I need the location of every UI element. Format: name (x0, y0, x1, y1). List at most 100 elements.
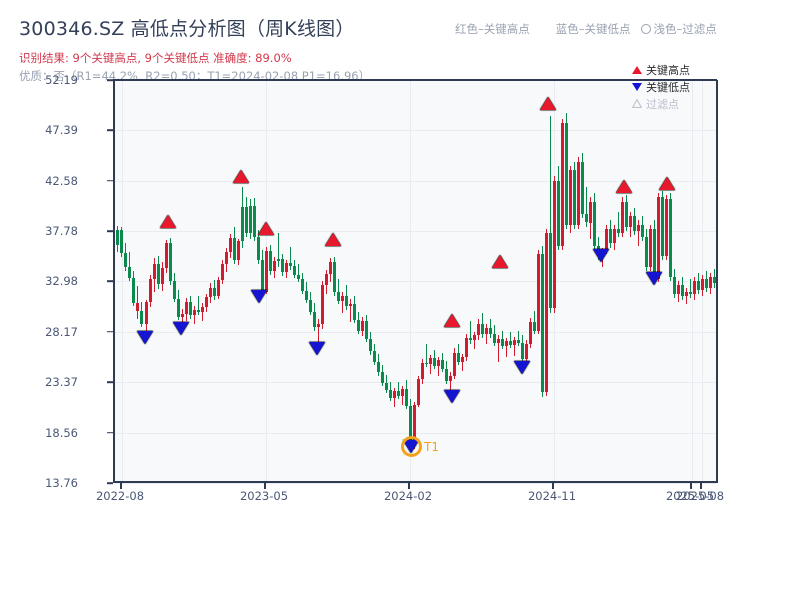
candle-body (368, 338, 373, 352)
candle-body (540, 253, 545, 393)
candle-wick (486, 324, 488, 345)
candle-body (288, 263, 293, 266)
candle-wick (586, 186, 588, 227)
candle-wick (318, 318, 320, 344)
candle-body (272, 261, 277, 271)
key-high-marker (616, 180, 632, 193)
key-low-marker (137, 331, 153, 344)
x-tick-mark (264, 483, 266, 489)
page-title: 300346.SZ 高低点分析图（周K线图） (19, 18, 355, 40)
recognition-summary: 识别结果: 9个关键高点, 9个关键低点 准确度: 89.0% (19, 51, 292, 65)
candle-body (696, 281, 701, 290)
candle-body (332, 262, 337, 292)
candle-body (324, 273, 329, 286)
candle-body (388, 390, 393, 398)
candle-body (644, 237, 649, 267)
candle-body (344, 295, 349, 307)
candle-wick (426, 344, 428, 368)
candle-body (468, 337, 473, 340)
candle-wick (498, 334, 500, 362)
candle-body (524, 344, 529, 359)
y-tick-label: 13.76 (45, 476, 78, 490)
key-high-marker (258, 222, 274, 235)
candle-body (296, 274, 301, 280)
candle-body (139, 310, 144, 325)
candle-body (184, 302, 189, 314)
candle-body (328, 262, 333, 274)
x-tick-label: 2024-02 (383, 489, 433, 503)
y-tick-label: 32.98 (45, 274, 78, 289)
x-tick-label: 2022-08 (95, 489, 145, 503)
candle-body (208, 287, 213, 297)
y-tick-label: 23.37 (45, 375, 78, 390)
gridline-horizontal (115, 130, 717, 132)
candle-body (440, 359, 445, 370)
y-tick-mark (107, 482, 113, 484)
candle-wick (470, 321, 472, 345)
triangle-up-icon (628, 65, 646, 74)
candle-body (204, 296, 209, 308)
candle-wick (182, 308, 184, 330)
candle-body (448, 375, 453, 381)
candle-body (460, 356, 465, 362)
x-tick-mark (408, 483, 410, 489)
candle-body (160, 267, 165, 285)
candle-body (652, 228, 657, 280)
candle-body (172, 281, 177, 300)
candle-body (228, 238, 233, 252)
candle-body (248, 205, 253, 233)
candle-body (476, 324, 481, 335)
candle-wick (638, 220, 640, 246)
candle-body (532, 322, 537, 331)
candle-body (412, 404, 417, 446)
candle-body (504, 341, 509, 347)
candle-body (608, 228, 613, 244)
color-key-filtered: 浅色–过滤点 (653, 22, 717, 36)
triangle-outline-icon (628, 99, 646, 108)
candle-body (244, 206, 249, 233)
gridline-horizontal (115, 180, 717, 182)
candle-body (636, 224, 641, 231)
color-key-low: 蓝色–关键低点 (555, 22, 631, 36)
candle-body (512, 339, 517, 346)
candle-body (508, 341, 513, 346)
candle-body (704, 279, 709, 288)
key-low-marker (514, 361, 530, 374)
candle-body (284, 263, 289, 272)
candle-body (320, 285, 325, 325)
candle-body (356, 320, 361, 331)
candle-body (452, 352, 457, 376)
legend-label-filtered: 过滤点 (646, 97, 679, 111)
key-high-marker (659, 177, 675, 190)
y-tick-mark (107, 280, 113, 283)
candle-body (364, 321, 369, 339)
candle-body (708, 277, 713, 288)
y-tick-mark (107, 179, 113, 182)
candle-body (192, 309, 197, 315)
candle-body (164, 243, 169, 268)
candle-body (264, 250, 269, 292)
y-tick-label: 52.19 (45, 73, 78, 87)
legend-label-low: 关键低点 (646, 80, 690, 94)
candle-body (348, 304, 353, 307)
candle-body (676, 285, 681, 294)
gridline-horizontal (115, 382, 717, 384)
candle-wick (510, 331, 512, 349)
plot-top-spine (113, 79, 717, 81)
y-tick-mark (107, 431, 113, 434)
candle-body (180, 313, 185, 317)
candle-body (456, 352, 461, 362)
color-key-high: 红色–关键高点 (455, 22, 530, 36)
candle-body (408, 406, 413, 446)
candle-body (552, 180, 557, 309)
candle-body (584, 214, 589, 223)
legend-item-high: 关键高点 (628, 61, 690, 78)
gridline-horizontal (115, 331, 717, 333)
candle-body (660, 197, 665, 257)
key-low-marker (251, 290, 267, 303)
candle-body (392, 391, 397, 398)
candle-body (500, 338, 505, 347)
candle-body (496, 338, 501, 344)
candle-body (560, 122, 565, 246)
y-tick-label: 37.78 (45, 224, 78, 239)
